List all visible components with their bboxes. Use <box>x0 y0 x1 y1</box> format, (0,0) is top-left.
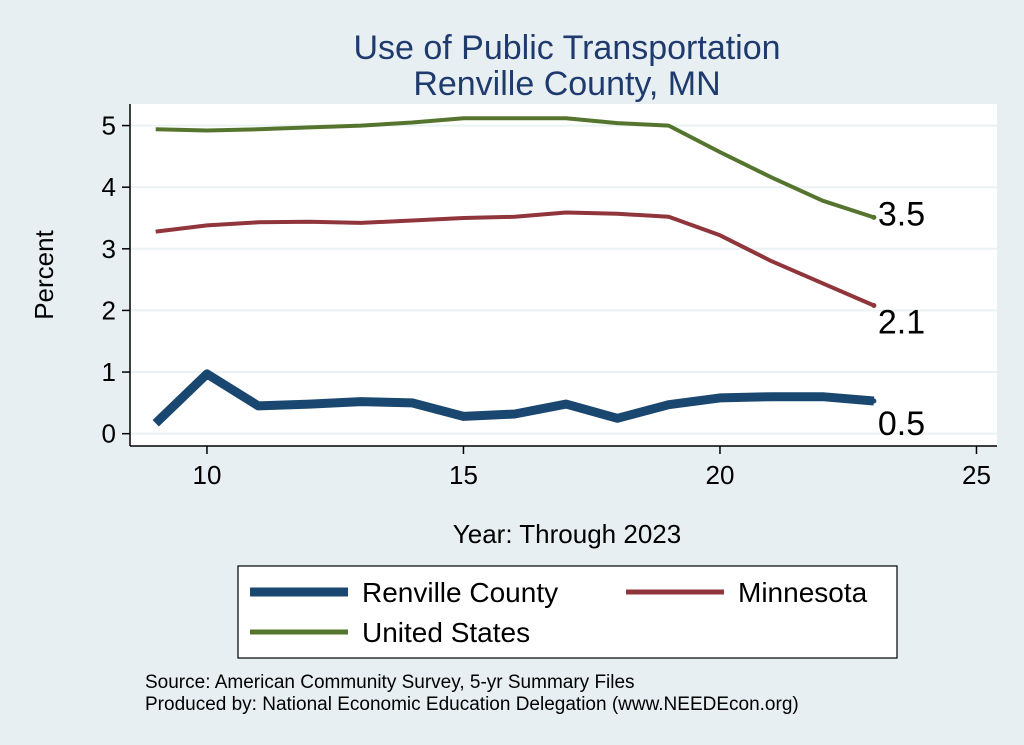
y-tick-label: 4 <box>102 172 116 202</box>
x-axis-label: Year: Through 2023 <box>453 519 681 549</box>
x-tick-label: 15 <box>449 460 478 490</box>
source-note: Source: American Community Survey, 5-yr … <box>145 672 635 693</box>
legend-label-united-states: United States <box>362 617 530 648</box>
chart-title-line-2: Renville County, MN <box>413 65 720 103</box>
series-line-renville-county <box>152 369 875 427</box>
x-tick-label: 25 <box>962 460 991 490</box>
axes: 0 1 2 3 4 5 10 15 20 25 <box>102 104 997 490</box>
chart-title-line-1: Use of Public Transportation <box>353 29 780 67</box>
producer-note: Produced by: National Economic Education… <box>145 694 799 715</box>
y-tick-label: 3 <box>102 234 116 264</box>
y-tick-label: 1 <box>102 357 116 387</box>
end-label-united-states: 3.5 <box>878 195 925 233</box>
series-endpoint-united-states <box>871 214 877 220</box>
legend-label-minnesota: Minnesota <box>738 577 868 608</box>
legend-label-renville: Renville County <box>362 577 558 608</box>
series-endpoint-renville-county <box>871 398 877 404</box>
series-endpoint-minnesota <box>871 303 877 309</box>
series-lines <box>152 116 877 427</box>
gridlines <box>130 124 997 435</box>
y-tick-label: 5 <box>102 111 116 141</box>
x-tick-label: 10 <box>192 460 221 490</box>
y-tick-label: 2 <box>102 295 116 325</box>
series-line-united-states <box>155 116 875 220</box>
x-tick-label: 20 <box>706 460 735 490</box>
plot-area <box>130 104 997 446</box>
y-tick-label: 0 <box>102 419 116 449</box>
end-labels: 0.5 2.1 3.5 <box>878 195 925 443</box>
legend: Renville County Minnesota United States <box>237 565 898 659</box>
end-label-minnesota: 2.1 <box>878 304 925 342</box>
series-line-minnesota <box>155 210 875 308</box>
legend-box <box>237 565 898 659</box>
y-axis-label: Percent <box>29 229 59 319</box>
end-label-renville-county: 0.5 <box>878 405 925 443</box>
